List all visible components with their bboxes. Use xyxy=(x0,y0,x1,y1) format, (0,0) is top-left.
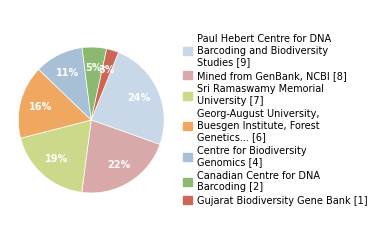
Wedge shape xyxy=(91,49,119,120)
Wedge shape xyxy=(91,52,164,144)
Text: 11%: 11% xyxy=(56,68,79,78)
Legend: Paul Hebert Centre for DNA
Barcoding and Biodiversity
Studies [9], Mined from Ge: Paul Hebert Centre for DNA Barcoding and… xyxy=(184,34,368,206)
Text: 5%: 5% xyxy=(85,63,102,72)
Wedge shape xyxy=(39,48,91,120)
Text: 3%: 3% xyxy=(98,65,115,75)
Text: 24%: 24% xyxy=(127,93,151,103)
Text: 16%: 16% xyxy=(29,102,52,112)
Wedge shape xyxy=(82,120,160,193)
Wedge shape xyxy=(18,69,91,138)
Wedge shape xyxy=(82,47,107,120)
Text: 19%: 19% xyxy=(45,154,68,164)
Text: 22%: 22% xyxy=(107,160,130,170)
Wedge shape xyxy=(21,120,91,192)
